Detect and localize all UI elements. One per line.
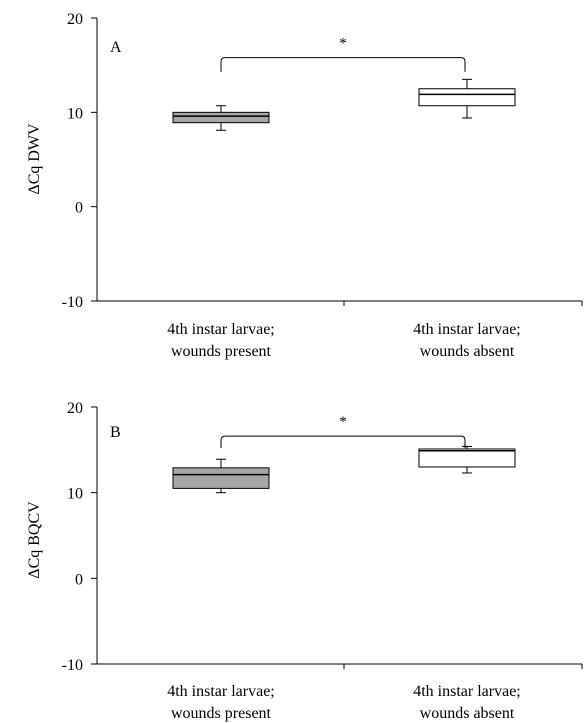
box-wounds-absent [418, 445, 516, 474]
significance-label: * [339, 414, 347, 430]
chart-panel-b: ΔCq BQCV B 20 10 0 -10 4th instar larvae; wou… [26, 400, 583, 722]
box-wounds-absent [418, 78, 516, 119]
box-iqr [418, 88, 516, 107]
y-tick-label: 0 [75, 200, 83, 217]
y-tick-label: 10 [67, 486, 83, 503]
x-category-label-line2: wounds present [171, 705, 272, 722]
significance-bracket [220, 57, 466, 72]
x-category-label-line2: wounds absent [420, 343, 515, 360]
y-tick-label: 20 [67, 400, 83, 417]
y-axis-label: ΔCq DWV [26, 123, 43, 195]
y-tick-label: 10 [67, 105, 83, 122]
significance-label: * [339, 36, 347, 52]
panel-label: A [110, 39, 122, 56]
chart-panel-a: ΔCq DWV A 20 10 0 -10 4th instar larvae; woun… [26, 11, 583, 360]
box-iqr [172, 111, 270, 124]
x-category-label-line2: wounds present [171, 343, 272, 360]
box-iqr [172, 467, 270, 489]
y-tick-label: -10 [62, 657, 83, 674]
x-category-label-line1: 4th instar larvae; [413, 321, 521, 338]
y-axis-label: ΔCq BQCV [26, 501, 43, 579]
y-tick-label: 0 [75, 571, 83, 588]
significance-bracket [220, 435, 466, 449]
x-category-label-line2: wounds absent [420, 705, 515, 722]
x-category-label-line1: 4th instar larvae; [167, 321, 275, 338]
x-category-label-line1: 4th instar larvae; [413, 683, 521, 700]
y-tick-label: 20 [67, 11, 83, 28]
box-iqr [418, 448, 516, 468]
box-wounds-present [172, 458, 270, 494]
box-wounds-present [172, 105, 270, 131]
panel-label: B [110, 424, 121, 441]
x-category-label-line1: 4th instar larvae; [167, 683, 275, 700]
y-tick-label: -10 [62, 294, 83, 311]
